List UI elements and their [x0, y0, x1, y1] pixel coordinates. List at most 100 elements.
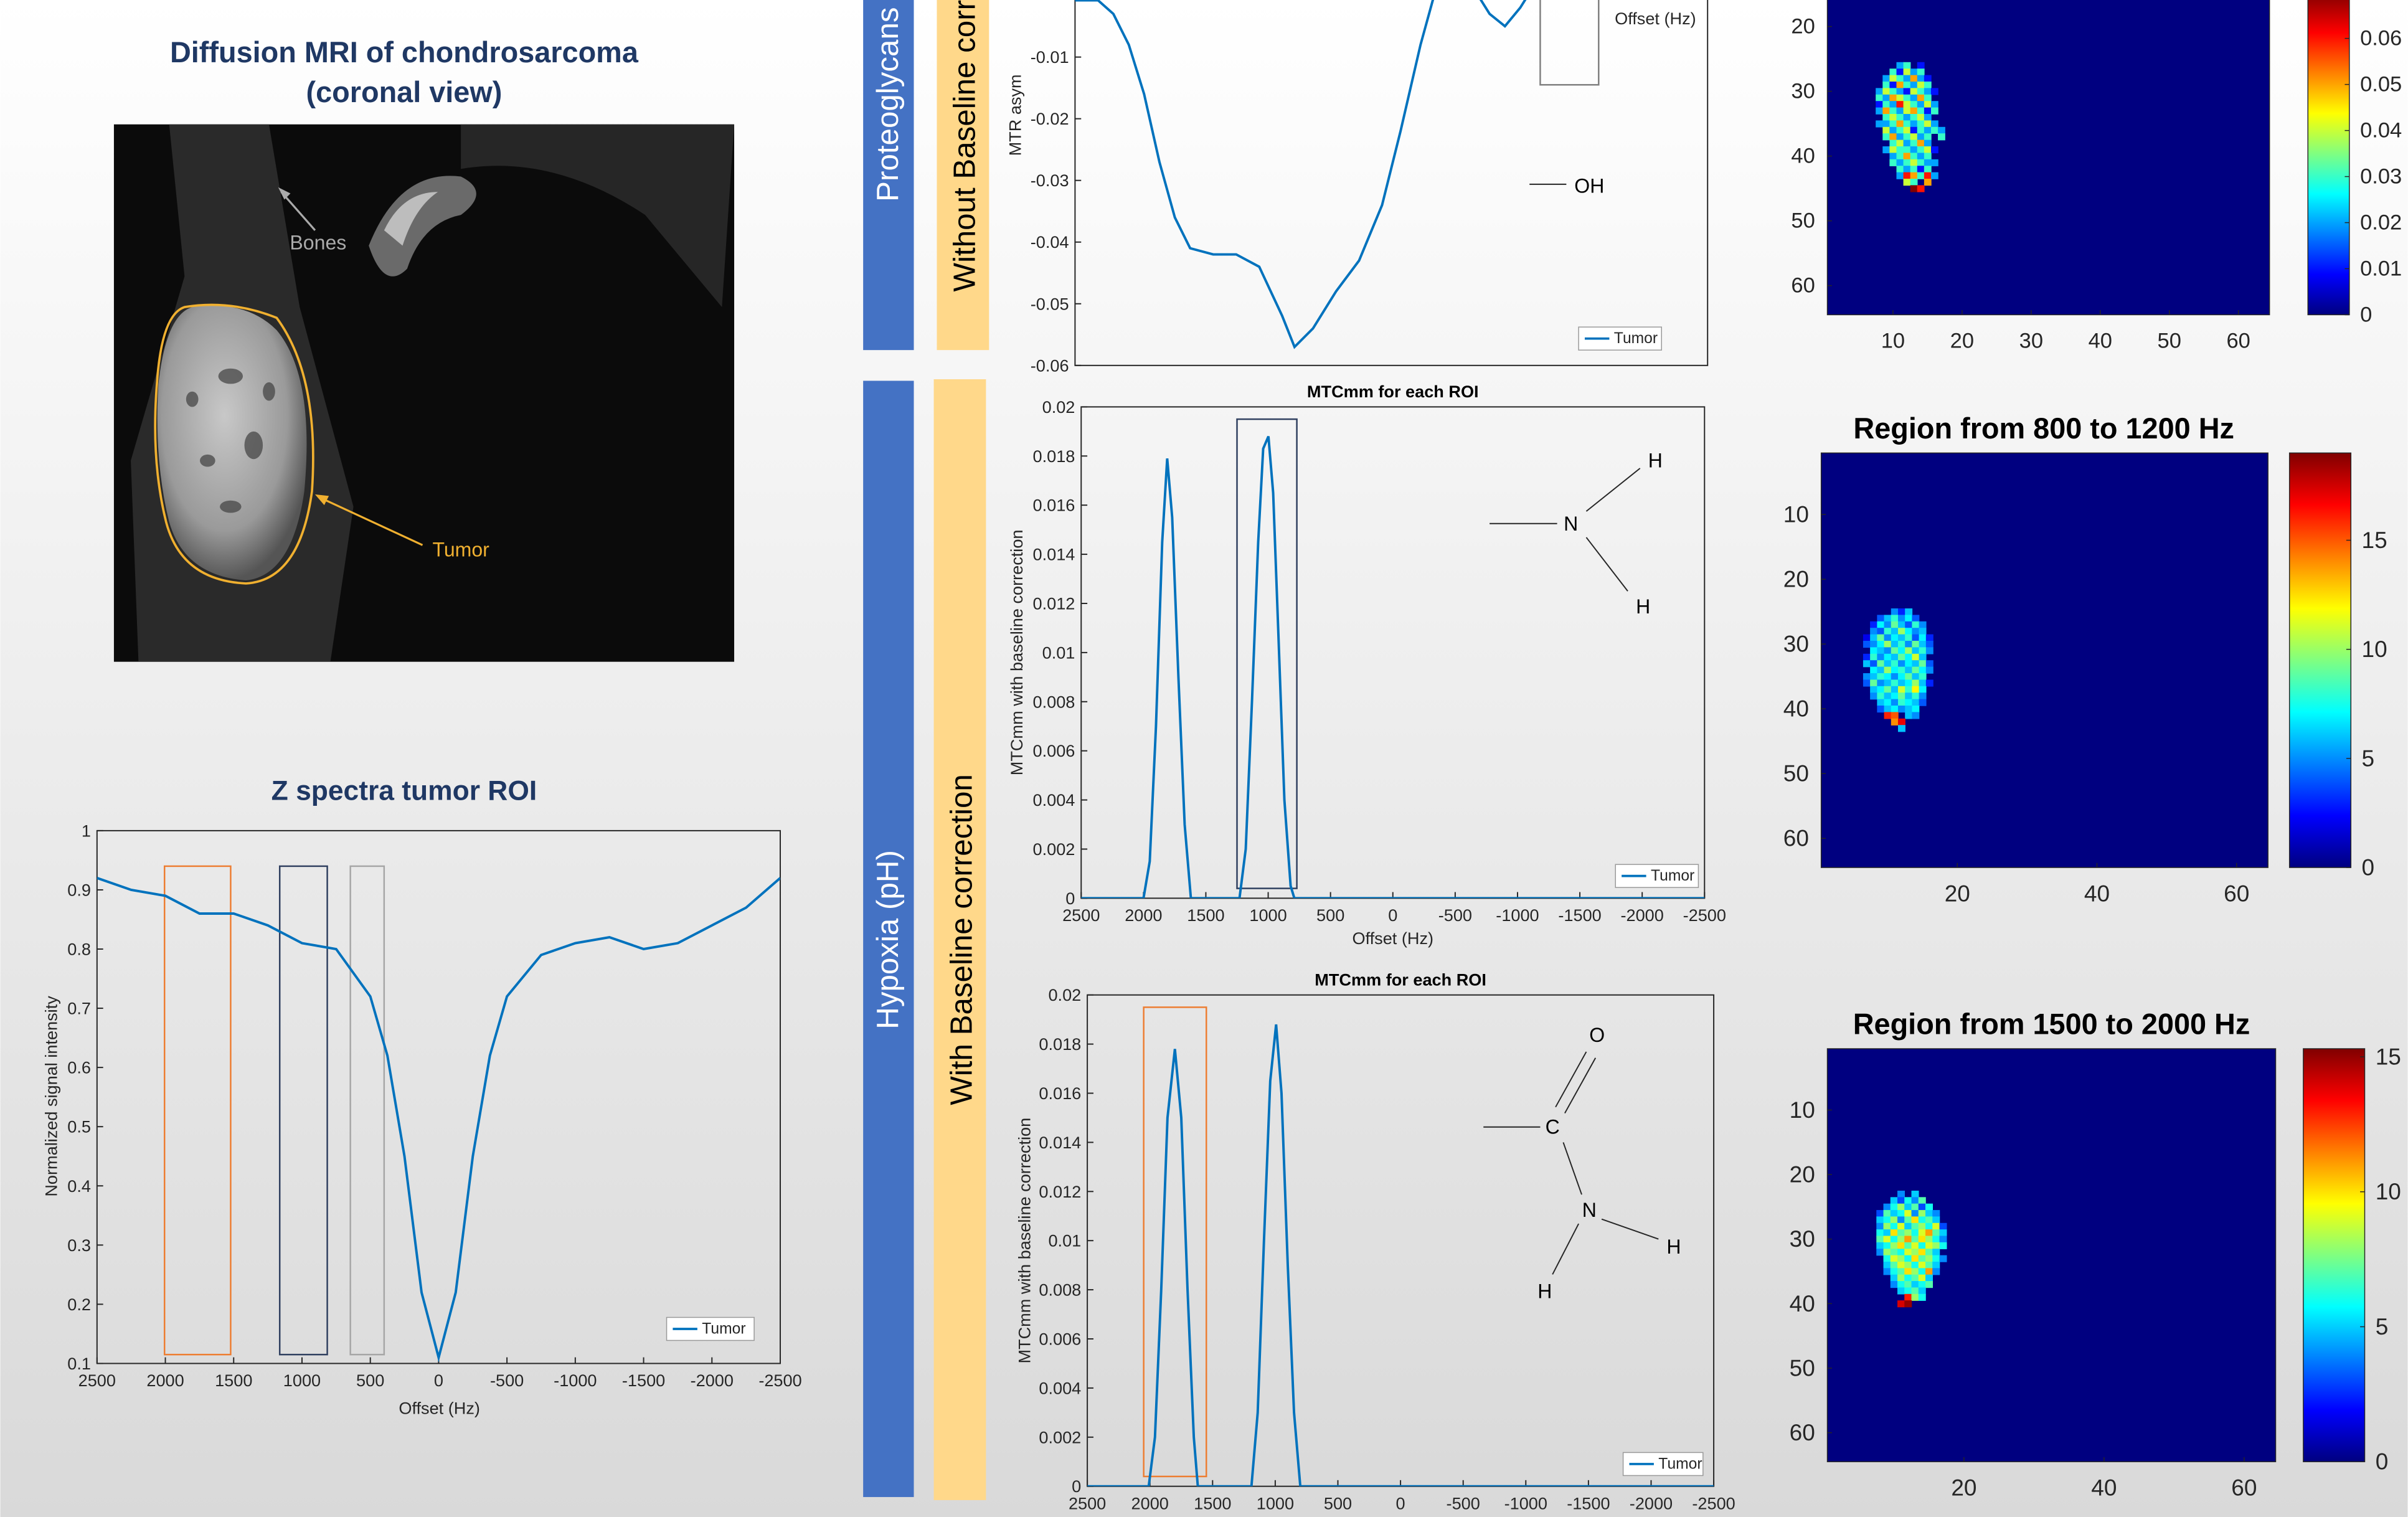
y-tick-label: 1: [82, 821, 91, 840]
x-tick-label: -1500: [1558, 905, 1601, 925]
heatmap-cell: [1912, 1281, 1919, 1288]
heatmap-cell: [1912, 654, 1919, 661]
colorbar-tick-label: 5: [2362, 745, 2375, 771]
heatmap-cell: [1924, 114, 1932, 121]
heatmap-cell: [1905, 699, 1912, 706]
heatmap-cell: [1891, 1204, 1898, 1211]
heatmap-cell: [1904, 127, 1911, 134]
heatmap-cell: [1919, 1268, 1926, 1275]
heatmap-cell: [1882, 114, 1890, 121]
y-tick-label: 50: [1790, 1355, 1815, 1381]
heatmap-cell: [1932, 1216, 1940, 1223]
heatmap-cell: [1904, 101, 1911, 108]
heatmap-cell: [1904, 1197, 1912, 1204]
x-tick-label: 2500: [1062, 905, 1100, 925]
heatmap-cell: [1912, 621, 1919, 628]
heatmap-cell: [1904, 1255, 1912, 1262]
heatmap-cell: [1877, 615, 1884, 621]
x-tick-label: -1000: [554, 1371, 597, 1390]
heatmap-cell: [1940, 1242, 1947, 1249]
x-tick-label: 500: [356, 1371, 384, 1390]
heatmap-cell: [1897, 1268, 1905, 1275]
y-tick-label: -0.03: [1031, 171, 1069, 190]
heatmap-cell: [1884, 1210, 1891, 1217]
heatmap-cell: [1889, 101, 1897, 108]
heatmap-cell: [1919, 1223, 1926, 1230]
legend-label: Tumor: [702, 1320, 745, 1337]
x-tick-label: -2000: [1621, 905, 1664, 925]
heatmap-cell: [1912, 706, 1919, 712]
heatmap-cell: [1877, 660, 1884, 667]
heatmap-cell: [1917, 114, 1925, 121]
x-tick-label: -2000: [1630, 1493, 1673, 1513]
heatmap-cell: [1905, 628, 1912, 635]
y-tick-label: 60: [1783, 826, 1809, 851]
heatmap-cell: [1924, 82, 1932, 88]
heatmap-cell: [1884, 1223, 1891, 1230]
mri-image: [114, 125, 734, 662]
heatmap-cell: [1897, 1287, 1905, 1294]
heatmap-cell: [1897, 1275, 1905, 1282]
heatmap-cell: [1904, 179, 1911, 186]
heatmap-cell: [1905, 660, 1912, 667]
heatmap-cell: [1904, 1281, 1912, 1288]
heatmap-cell: [1912, 679, 1919, 686]
heatmap-cell: [1876, 95, 1883, 102]
x-tick-label: 60: [2224, 881, 2249, 906]
heatmap-cell: [1904, 1287, 1912, 1294]
heatmap-cell: [1896, 114, 1904, 121]
heatmap-cell: [1884, 628, 1892, 635]
heatmap-cell: [1919, 1287, 1926, 1294]
heatmap-cell: [1925, 1223, 1933, 1230]
heatmap-cell: [1891, 667, 1899, 674]
y-axis-label: MTR asym: [1006, 74, 1025, 156]
x-tick-label: -2500: [758, 1371, 801, 1390]
heatmap-cell: [1938, 127, 1945, 134]
x-tick-label: 60: [2231, 1475, 2257, 1501]
heatmap-cell: [1889, 153, 1897, 159]
heatmap-cell: [1925, 1281, 1933, 1288]
heatmap-cell: [1891, 712, 1899, 719]
heatmap-cell: [1924, 88, 1932, 95]
heatmap-cell: [1896, 127, 1904, 134]
heatmap-cell: [1898, 686, 1905, 693]
heatmap-cell: [1898, 615, 1905, 621]
heatmap-cell: [1940, 1229, 1947, 1236]
heatmap-cell: [1919, 1281, 1926, 1288]
heatmap-cell: [1919, 660, 1927, 667]
heatmap-cell: [1882, 95, 1890, 102]
heatmap-cell: [1889, 140, 1897, 147]
x-tick-label: 0: [434, 1371, 443, 1390]
heatmap-cell: [1924, 172, 1932, 179]
heatmap-cell: [1897, 1197, 1905, 1204]
heatmap-cell: [1877, 679, 1884, 686]
heatmap-cell: [1904, 1216, 1912, 1223]
heatmap-cell: [1912, 673, 1919, 680]
y-tick-label: -0.02: [1031, 109, 1069, 128]
heatmap-cell: [1924, 120, 1932, 127]
heatmap-title: Region from 1500 to 2000 Hz: [1853, 1008, 2250, 1041]
heatmap-cell: [1884, 1242, 1891, 1249]
heatmap-cell: [1912, 1249, 1919, 1255]
heatmap-cell: [1910, 166, 1918, 172]
x-tick-label: -2500: [1692, 1493, 1735, 1513]
heatmap-cell: [1919, 686, 1927, 693]
y-tick-label: 0.004: [1039, 1378, 1081, 1397]
x-tick-label: 2000: [1131, 1493, 1169, 1513]
heatmap-cell: [1877, 621, 1884, 628]
mri-title: Diffusion MRI of chondrosarcoma: [170, 36, 639, 69]
heatmap-cell: [1905, 679, 1912, 686]
heatmap-cell: [1912, 1204, 1919, 1211]
heatmap-cell: [1904, 1242, 1912, 1249]
heatmap-cell: [1882, 88, 1890, 95]
heatmap-cell: [1897, 1249, 1905, 1255]
x-tick-label: -1500: [1567, 1493, 1610, 1513]
heatmap-cell: [1919, 1197, 1926, 1204]
legend-label: Tumor: [1658, 1455, 1702, 1472]
x-tick-label: -500: [1447, 1493, 1480, 1513]
heatmap-cell: [1905, 686, 1912, 693]
heatmap-cell: [1917, 159, 1925, 166]
heatmap-cell: [1932, 1249, 1940, 1255]
heatmap-cell: [1891, 719, 1899, 725]
heatmap-cell: [1932, 1210, 1940, 1217]
